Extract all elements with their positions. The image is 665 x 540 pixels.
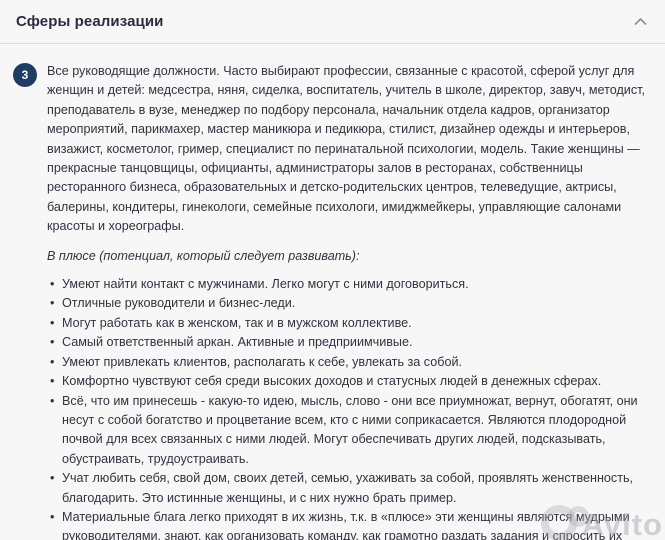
number-badge: 3 [13, 63, 37, 87]
list-item: Всё, что им принесешь - какую-то идею, м… [50, 392, 653, 470]
list-item: Самый ответственный аркан. Активные и пр… [50, 333, 653, 353]
intro-paragraph: Все руководящие должности. Часто выбираю… [47, 64, 646, 234]
plus-list: Умеют найти контакт с мужчинами. Легко м… [47, 275, 653, 540]
accordion-header-spheres[interactable]: Сферы реализации [0, 0, 665, 44]
plus-heading: В плюсе (потенциал, который следует разв… [47, 248, 360, 263]
list-item: Умеют найти контакт с мужчинами. Легко м… [50, 275, 653, 295]
section-title: Сферы реализации [16, 13, 164, 30]
chevron-up-icon[interactable] [633, 17, 647, 27]
list-item: Могут работать как в женском, так и в му… [50, 314, 653, 334]
section-content: 3 Все руководящие должности. Часто выбир… [0, 44, 665, 540]
list-item: Учат любить себя, свой дом, своих детей,… [50, 469, 653, 508]
list-item: Комфортно чувствуют себя среди высоких д… [50, 372, 653, 392]
list-item: Умеют привлекать клиентов, располагать к… [50, 353, 653, 373]
list-item: Отличные руководители и бизнес-леди. [50, 294, 653, 314]
list-item: Материальные блага легко приходят в их ж… [50, 508, 653, 540]
text-column: Все руководящие должности. Часто выбираю… [47, 62, 653, 540]
